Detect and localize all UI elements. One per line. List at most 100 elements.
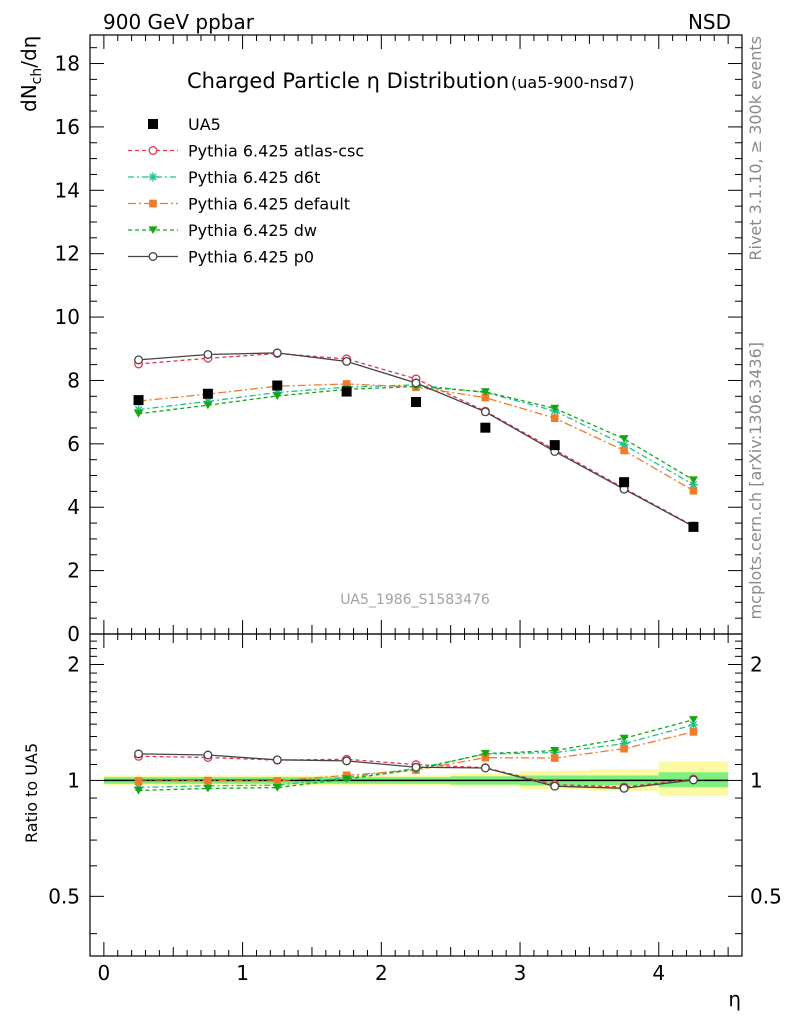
data-point-pythia-6-425-p0 bbox=[272, 348, 282, 358]
ratio-point-pythia-6-425-default bbox=[134, 777, 143, 785]
data-point-pythia-6-425-dw bbox=[550, 404, 560, 413]
y-tick-label: 6 bbox=[67, 432, 80, 456]
ratio-point-pythia-6-425-default bbox=[550, 754, 559, 762]
ratio-y-tick-label-right: 0.5 bbox=[750, 884, 782, 908]
legend-marker bbox=[148, 172, 158, 182]
ratio-line-pythia-6-425-dw bbox=[138, 719, 694, 792]
data-point-ua5 bbox=[133, 395, 144, 406]
legend-label: Pythia 6.425 p0 bbox=[188, 248, 314, 267]
legend-marker bbox=[148, 252, 158, 261]
legend-item-pythia-6-425-p0: Pythia 6.425 p0 bbox=[128, 248, 314, 267]
ratio-point-pythia-6-425-default bbox=[342, 771, 351, 780]
ratio-point-pythia-6-425-p0 bbox=[688, 775, 698, 785]
x-tick-label: 1 bbox=[236, 961, 249, 985]
x-tick-label: 4 bbox=[652, 961, 665, 985]
ratio-point-pythia-6-425-dw bbox=[619, 734, 629, 743]
data-point-pythia-6-425-default bbox=[620, 446, 628, 455]
event-type-label: NSD bbox=[688, 10, 731, 34]
data-point-pythia-6-425-dw bbox=[203, 401, 213, 410]
ratio-point-pythia-6-425-default bbox=[689, 728, 698, 736]
main-y-axis-label: dNch/dη bbox=[17, 36, 45, 112]
rivet-version-label: Rivet 3.1.10, ≥ 300k events bbox=[746, 36, 765, 261]
data-point-pythia-6-425-p0 bbox=[203, 349, 213, 359]
legend-item-pythia-6-425-dw: Pythia 6.425 dw bbox=[128, 221, 317, 240]
ratio-plot-frame bbox=[89, 633, 743, 957]
x-axis-label: η bbox=[728, 987, 741, 1011]
legend-marker bbox=[149, 199, 157, 208]
x-tick-label: 3 bbox=[514, 961, 527, 985]
y-tick-label: 14 bbox=[55, 178, 80, 202]
series-line-pythia-6-425-d6t bbox=[138, 384, 694, 486]
ratio-point-pythia-6-425-p0 bbox=[411, 762, 421, 772]
data-point-pythia-6-425-p0 bbox=[480, 407, 490, 417]
ratio-point-pythia-6-425-default bbox=[620, 744, 628, 753]
ratio-point-pythia-6-425-dw bbox=[272, 783, 282, 792]
plot-title: Charged Particle η Distribution bbox=[187, 69, 509, 93]
main-panel bbox=[133, 348, 699, 532]
legend-marker bbox=[148, 119, 158, 129]
ratio-point-pythia-6-425-p0 bbox=[134, 749, 144, 759]
legend-item-pythia-6-425-atlas-csc: Pythia 6.425 atlas-csc bbox=[128, 142, 364, 161]
ratio-point-pythia-6-425-p0 bbox=[480, 763, 490, 773]
data-point-pythia-6-425-dw bbox=[480, 388, 490, 396]
y-tick-label: 12 bbox=[55, 242, 80, 266]
axis-ticks bbox=[90, 35, 742, 956]
y-tick-label: 8 bbox=[67, 368, 80, 392]
ratio-point-pythia-6-425-dw bbox=[342, 775, 352, 783]
ratio-point-pythia-6-425-dw bbox=[203, 784, 213, 793]
mcplots-reference-label: mcplots.cern.ch [arXiv:1306.3436] bbox=[746, 342, 765, 619]
y-tick-label: 16 bbox=[55, 115, 80, 139]
data-point-pythia-6-425-dw bbox=[272, 392, 282, 401]
legend-label: Pythia 6.425 default bbox=[188, 195, 350, 214]
legend-item-pythia-6-425-d6t: Pythia 6.425 d6t bbox=[128, 168, 320, 187]
data-point-pythia-6-425-dw bbox=[688, 476, 698, 485]
y-tick-label: 4 bbox=[67, 495, 80, 519]
data-point-pythia-6-425-default bbox=[550, 414, 559, 422]
data-point-pythia-6-425-default bbox=[481, 393, 490, 402]
data-point-ua5 bbox=[688, 521, 699, 532]
ratio-point-pythia-6-425-p0 bbox=[550, 781, 560, 791]
ratio-panel bbox=[103, 716, 729, 797]
ratio-y-axis-label: Ratio to UA5 bbox=[22, 743, 41, 843]
ratio-point-pythia-6-425-p0 bbox=[203, 750, 213, 760]
data-point-pythia-6-425-default bbox=[689, 486, 698, 495]
x-tick-label: 2 bbox=[375, 961, 388, 985]
legend-marker bbox=[148, 146, 158, 155]
data-point-pythia-6-425-p0 bbox=[342, 356, 352, 366]
ratio-point-pythia-6-425-p0 bbox=[342, 756, 352, 766]
star-stroke bbox=[689, 721, 698, 729]
data-point-ua5 bbox=[619, 477, 630, 488]
x-tick-label: 0 bbox=[98, 961, 111, 985]
data-point-ua5 bbox=[480, 422, 491, 433]
ratio-point-pythia-6-425-dw bbox=[688, 716, 698, 724]
ratio-y-tick-label-right: 2 bbox=[750, 652, 763, 676]
ratio-point-pythia-6-425-default bbox=[273, 777, 282, 785]
data-point-ua5 bbox=[411, 397, 421, 408]
star-stroke bbox=[149, 173, 157, 181]
ratio-y-tick-label: 0.5 bbox=[48, 884, 80, 908]
legend-item-pythia-6-425-default: Pythia 6.425 default bbox=[128, 195, 350, 214]
legend: UA5 Pythia 6.425 atlas-csc Pythia 6.425 d6… bbox=[128, 115, 364, 267]
watermark-label: UA5_1986_S1583476 bbox=[340, 592, 490, 608]
y-tick-label: 0 bbox=[67, 622, 80, 646]
energy-label: 900 GeV ppbar bbox=[103, 10, 255, 34]
data-point-ua5 bbox=[272, 380, 283, 391]
legend-item-ua5: UA5 bbox=[148, 115, 221, 134]
ratio-line-pythia-6-425-d6t bbox=[138, 724, 694, 789]
legend-label: Pythia 6.425 d6t bbox=[188, 168, 320, 187]
legend-marker bbox=[148, 226, 158, 235]
data-point-pythia-6-425-dw bbox=[619, 435, 629, 443]
data-point-ua5 bbox=[202, 388, 213, 399]
ratio-line-pythia-6-425-atlas-csc bbox=[138, 755, 694, 788]
y-tick-label: 2 bbox=[67, 559, 80, 583]
svg-text:dNch/dη: dNch/dη bbox=[17, 36, 45, 112]
legend-label: Pythia 6.425 dw bbox=[188, 221, 317, 240]
plot-subtitle: (ua5-900-nsd7) bbox=[511, 73, 635, 92]
data-point-pythia-6-425-p0 bbox=[134, 355, 144, 365]
data-point-pythia-6-425-dw bbox=[134, 410, 144, 418]
ratio-y-tick-label: 2 bbox=[67, 652, 80, 676]
legend-label: Pythia 6.425 atlas-csc bbox=[188, 142, 364, 161]
data-point-pythia-6-425-default bbox=[342, 380, 351, 388]
legend-label: UA5 bbox=[188, 115, 221, 134]
